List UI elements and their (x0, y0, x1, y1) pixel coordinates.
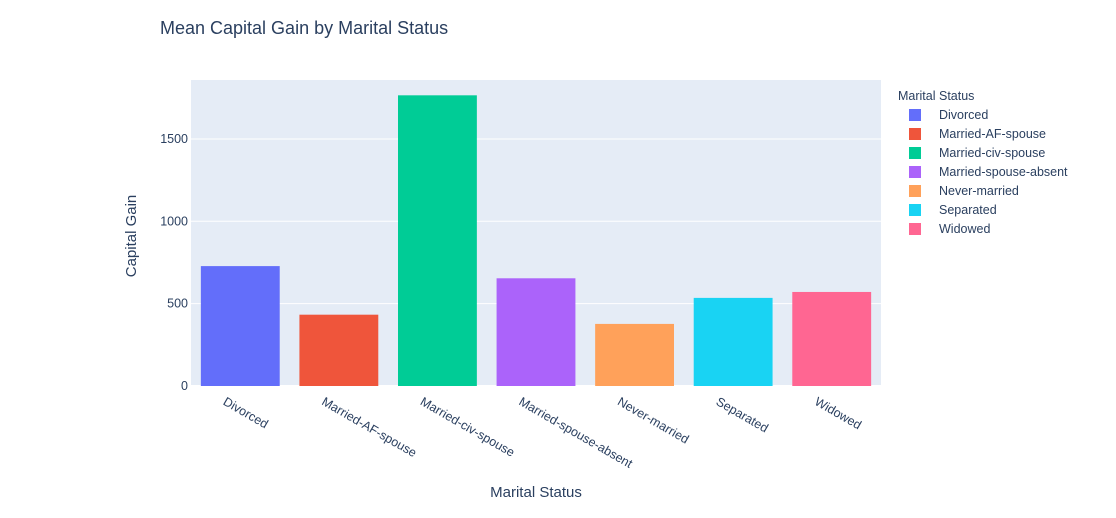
legend-swatch (909, 223, 921, 235)
legend-label: Separated (939, 203, 997, 217)
legend-label: Widowed (939, 222, 990, 236)
y-tick-label: 500 (167, 297, 188, 311)
bar-divorced[interactable] (200, 266, 280, 386)
x-tick-label: Separated (714, 394, 771, 435)
x-tick-label: Widowed (812, 394, 864, 432)
legend-item[interactable]: Divorced (909, 108, 988, 122)
legend-swatch (909, 109, 921, 121)
y-axis-ticks: 0 500 1000 1500 (160, 132, 188, 393)
legend-item[interactable]: Widowed (909, 222, 990, 236)
x-tick-label: Never-married (615, 394, 691, 446)
bar-married-civ-spouse[interactable] (398, 95, 477, 386)
chart-title: Mean Capital Gain by Marital Status (160, 18, 448, 38)
legend-item[interactable]: Never-married (909, 184, 1019, 198)
legend-label: Married-AF-spouse (939, 127, 1046, 141)
legend-label: Divorced (939, 108, 988, 122)
x-tick-label: Divorced (221, 394, 271, 431)
x-axis-title: Marital Status (490, 484, 582, 501)
bar-never-married[interactable] (595, 323, 674, 386)
y-axis-title: Capital Gain (123, 195, 140, 278)
y-tick-label: 0 (181, 379, 188, 393)
bars (200, 95, 872, 386)
x-axis-ticks: Divorced Married-AF-spouseMarried-civ-spo… (221, 394, 864, 471)
legend-label: Married-civ-spouse (939, 146, 1045, 160)
y-tick-label: 1500 (160, 132, 188, 146)
bar-married-af-spouse[interactable] (299, 314, 379, 386)
legend-swatch (909, 128, 921, 140)
bar-widowed[interactable] (792, 291, 872, 386)
bar-married-spouse-absent[interactable] (496, 278, 576, 386)
legend-item[interactable]: Married-civ-spouse (909, 146, 1045, 160)
legend-swatch (909, 166, 921, 178)
legend-swatch (909, 185, 921, 197)
x-tick-label: Married-civ-spouse (418, 394, 517, 459)
x-tick-label: Married-AF-spouse (319, 394, 419, 460)
legend-item[interactable]: Separated (909, 203, 997, 217)
bar-separated[interactable] (693, 297, 773, 386)
legend-swatch (909, 147, 921, 159)
legend-label: Never-married (939, 184, 1019, 198)
legend-title: Marital Status (898, 89, 974, 103)
y-tick-label: 1000 (160, 214, 188, 228)
legend-item[interactable]: Married-AF-spouse (909, 127, 1046, 141)
legend: Marital Status Divorced Married-AF-spouse… (898, 89, 1068, 236)
legend-item[interactable]: Married-spouse-absent (909, 165, 1068, 179)
legend-swatch (909, 204, 921, 216)
legend-label: Married-spouse-absent (939, 165, 1068, 179)
